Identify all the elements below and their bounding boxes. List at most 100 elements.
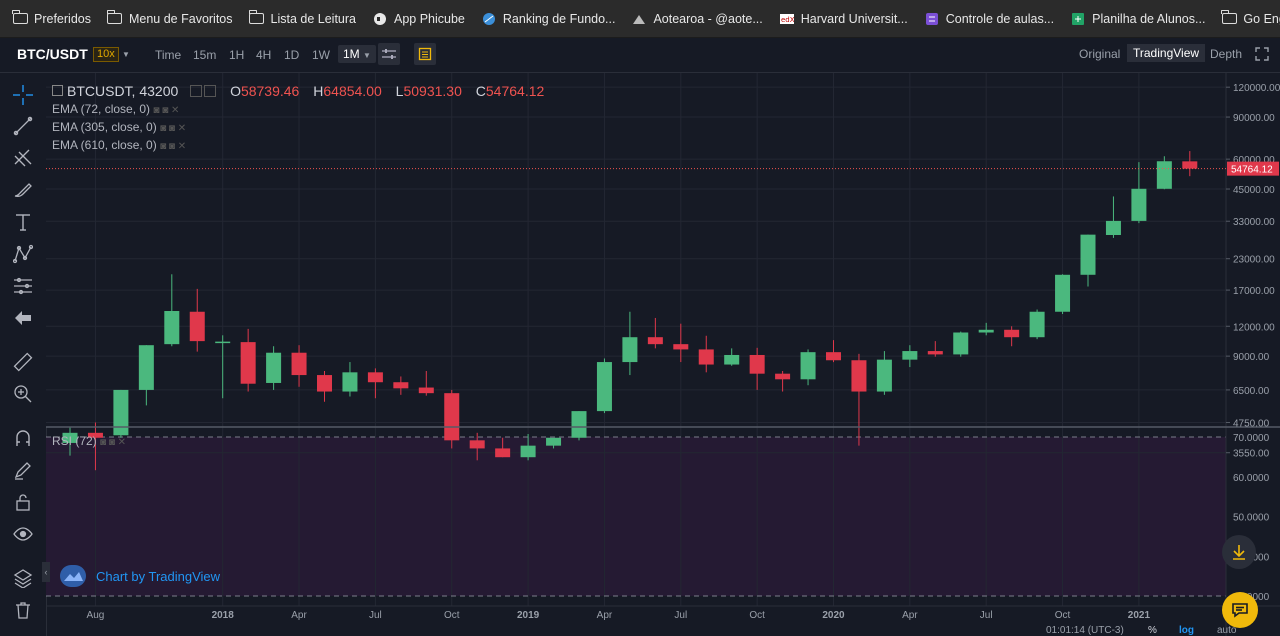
- view-tradingview[interactable]: TradingView: [1127, 44, 1206, 62]
- tradingview-logo-icon: [60, 565, 86, 587]
- lock-icon[interactable]: [11, 490, 35, 514]
- arrow-left-icon[interactable]: [11, 306, 35, 330]
- candle-body: [698, 349, 714, 365]
- candle-body: [266, 352, 282, 383]
- chat-icon[interactable]: [1222, 592, 1258, 628]
- candle: [1004, 326, 1020, 347]
- measure-tool-icon[interactable]: [11, 274, 35, 298]
- candle: [902, 345, 918, 368]
- bookmark-item[interactable]: Ranking de Fundo...: [481, 12, 615, 26]
- candle-body: [1004, 329, 1020, 338]
- candle-body: [1105, 220, 1121, 236]
- crosshair-icon[interactable]: [11, 83, 35, 107]
- view-depth[interactable]: Depth: [1210, 47, 1243, 61]
- leverage-badge[interactable]: 10x: [93, 47, 119, 62]
- candle: [367, 368, 383, 399]
- candle-body: [647, 337, 663, 345]
- ruler-icon[interactable]: [11, 350, 35, 374]
- timeframe-15m[interactable]: 15m: [193, 48, 217, 62]
- ema-610-legend[interactable]: EMA (610, close, 0) ◙ ◙ ✕: [52, 138, 187, 152]
- auto-toggle[interactable]: auto: [1217, 625, 1237, 636]
- bookmark-item[interactable]: Go English: [1221, 10, 1280, 26]
- ema-305-legend[interactable]: EMA (305, close, 0) ◙ ◙ ✕: [52, 120, 187, 134]
- timeframe-1w[interactable]: 1W: [312, 48, 330, 62]
- magnet-icon[interactable]: [11, 426, 35, 450]
- trend-line-icon[interactable]: [11, 114, 35, 138]
- indicator-list-icon[interactable]: [414, 43, 436, 65]
- candle: [622, 311, 638, 376]
- timeframe-4h[interactable]: 4H: [256, 48, 272, 62]
- candle-body: [317, 375, 332, 392]
- indicator-controls-icon: ◙ ◙ ✕: [160, 123, 187, 134]
- candle: [240, 328, 256, 392]
- bookmark-item[interactable]: Aotearoa - @aote...: [631, 12, 763, 26]
- fib-tool-icon[interactable]: [11, 146, 35, 170]
- bookmark-item[interactable]: Controle de aulas...: [924, 12, 1054, 26]
- bookmark-label: Harvard Universit...: [800, 11, 908, 26]
- fullscreen-icon[interactable]: [1255, 47, 1269, 66]
- percent-toggle[interactable]: %: [1148, 625, 1157, 636]
- candle: [647, 317, 663, 349]
- price-axis-label: 60000.00: [1233, 155, 1275, 166]
- view-original[interactable]: Original: [1079, 47, 1121, 61]
- high-value: 64854.00: [323, 83, 382, 99]
- log-toggle[interactable]: log: [1179, 625, 1194, 636]
- rsi-axis-label: 50.0000: [1233, 513, 1270, 524]
- price-chart[interactable]: 160000.00120000.0090000.0060000.0045000.…: [46, 73, 1280, 636]
- bookmark-label: Go English: [1243, 11, 1280, 26]
- sheets-icon: [1070, 12, 1086, 26]
- price-axis-label: 9000.00: [1233, 352, 1270, 363]
- candle: [317, 370, 332, 402]
- timeframe-1d[interactable]: 1D: [284, 48, 300, 62]
- trading-pair[interactable]: BTC/USDT: [17, 46, 88, 62]
- download-icon[interactable]: [1222, 535, 1256, 569]
- candle: [113, 389, 129, 438]
- candle-body: [1131, 188, 1147, 221]
- candle-body: [113, 389, 129, 436]
- tradingview-watermark[interactable]: Chart by TradingView: [60, 565, 220, 587]
- candle: [189, 288, 205, 352]
- bookmark-item[interactable]: App Phicube: [372, 12, 465, 26]
- time-axis-label: Oct: [1055, 610, 1071, 621]
- indicator-controls-icon: ◙ ◙ ✕: [160, 141, 187, 152]
- gear-icon[interactable]: [204, 85, 217, 97]
- chevron-down-icon[interactable]: ▼: [122, 50, 130, 59]
- rsi-legend[interactable]: RSI (72) ◙ ◙ ✕: [52, 434, 127, 448]
- trash-icon[interactable]: [11, 598, 35, 622]
- price-axis-label: 4750.00: [1233, 418, 1270, 429]
- time-axis-label: 2019: [517, 610, 540, 621]
- pattern-tool-icon[interactable]: [11, 242, 35, 266]
- bookmark-item[interactable]: Preferidos: [12, 10, 91, 26]
- candle: [444, 389, 460, 449]
- candle-body: [164, 310, 180, 345]
- timeframe-time[interactable]: Time: [155, 48, 182, 62]
- bookmark-item[interactable]: Menu de Favoritos: [106, 10, 233, 26]
- chart-settings-icon[interactable]: [378, 43, 400, 65]
- draw-mode-icon[interactable]: [11, 458, 35, 482]
- candle: [851, 353, 867, 446]
- layers-icon[interactable]: [11, 566, 35, 590]
- bookmark-item[interactable]: Lista de Leitura: [248, 10, 356, 26]
- time-axis-label: Aug: [87, 610, 105, 621]
- chart-header: BTC/USDT 10x ▼ Time 15m 1H 4H 1D 1W 1M ▼…: [0, 38, 1280, 73]
- text-tool-icon[interactable]: [11, 210, 35, 234]
- collapse-toolbar-icon[interactable]: ‹: [42, 562, 50, 582]
- eye-icon[interactable]: [190, 85, 203, 97]
- brush-icon[interactable]: [11, 178, 35, 202]
- timeframe-1h[interactable]: 1H: [229, 48, 245, 62]
- timeframe-1m[interactable]: 1M ▼: [338, 45, 376, 63]
- candle: [342, 362, 358, 397]
- ema-72-legend[interactable]: EMA (72, close, 0) ◙ ◙ ✕: [52, 102, 180, 116]
- eye-icon[interactable]: [11, 522, 35, 546]
- bookmark-item[interactable]: Planilha de Alunos...: [1070, 12, 1205, 26]
- bookmark-label: Controle de aulas...: [945, 11, 1055, 26]
- time-axis-label: Apr: [597, 610, 613, 621]
- candle-body: [138, 345, 154, 390]
- ohlc-legend: BTCUSDT, 43200 O58739.46 H64854.00 L5093…: [52, 83, 544, 99]
- bookmark-item[interactable]: edX Harvard Universit...: [779, 12, 908, 26]
- candle: [673, 323, 689, 363]
- price-axis-label: 33000.00: [1233, 217, 1275, 228]
- zoom-in-icon[interactable]: [11, 382, 35, 406]
- candle: [749, 347, 765, 390]
- collapse-icon[interactable]: [52, 85, 63, 96]
